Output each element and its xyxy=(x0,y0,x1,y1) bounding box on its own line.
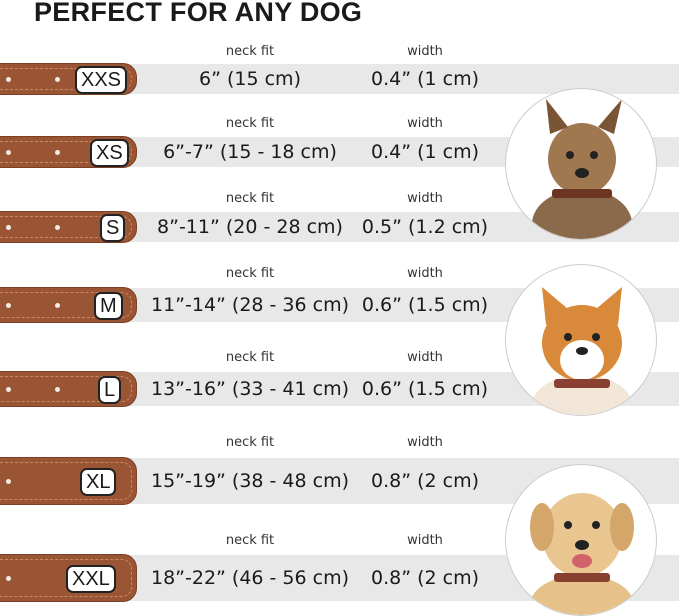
collar-hole xyxy=(6,150,11,155)
neck-fit-value: 13”-16” (33 - 41 cm) xyxy=(150,378,350,400)
collar-graphic xyxy=(0,457,137,505)
width-label: width xyxy=(407,533,443,548)
collar-hole xyxy=(55,225,60,230)
width-value: 0.6” (1.5 cm) xyxy=(361,378,489,400)
width-label: width xyxy=(407,435,443,450)
collar-hole xyxy=(6,77,11,82)
size-tag: XL xyxy=(80,468,117,496)
small-dog-photo xyxy=(505,88,657,240)
corgi-photo xyxy=(505,264,657,416)
size-tag: XXL xyxy=(66,565,116,593)
width-value: 0.4” (1 cm) xyxy=(370,68,480,90)
collar-hole xyxy=(55,387,60,392)
neck-fit-value: 15”-19” (38 - 48 cm) xyxy=(150,470,350,492)
collar-hole xyxy=(6,576,11,581)
neck-fit-value: 6” (15 cm) xyxy=(199,68,301,90)
size-tag: L xyxy=(98,376,122,404)
collar-hole xyxy=(6,479,11,484)
neck-fit-label: neck fit xyxy=(225,116,275,131)
width-label: width xyxy=(407,350,443,365)
page-title: PERFECT FOR ANY DOG xyxy=(34,0,363,27)
neck-fit-value: 11”-14” (28 - 36 cm) xyxy=(150,294,350,316)
neck-fit-value: 8”-11” (20 - 28 cm) xyxy=(157,216,343,238)
neck-fit-label: neck fit xyxy=(225,533,275,548)
width-value: 0.8” (2 cm) xyxy=(370,567,480,589)
width-value: 0.8” (2 cm) xyxy=(370,470,480,492)
labrador-photo xyxy=(505,464,657,616)
width-value: 0.4” (1 cm) xyxy=(370,141,480,163)
width-label: width xyxy=(407,266,443,281)
neck-fit-label: neck fit xyxy=(225,435,275,450)
size-tag: M xyxy=(94,292,123,320)
size-tag: XS xyxy=(90,139,129,167)
width-label: width xyxy=(407,116,443,131)
collar-hole xyxy=(6,303,11,308)
collar-hole xyxy=(55,303,60,308)
collar-hole xyxy=(55,77,60,82)
neck-fit-label: neck fit xyxy=(225,44,275,59)
width-label: width xyxy=(407,191,443,206)
neck-fit-value: 6”-7” (15 - 18 cm) xyxy=(163,141,337,163)
collar-hole xyxy=(55,150,60,155)
neck-fit-label: neck fit xyxy=(225,191,275,206)
collar-hole xyxy=(6,225,11,230)
width-label: width xyxy=(407,44,443,59)
collar-hole xyxy=(6,387,11,392)
size-tag: XXS xyxy=(75,66,128,94)
width-value: 0.5” (1.2 cm) xyxy=(361,216,489,238)
neck-fit-label: neck fit xyxy=(225,350,275,365)
neck-fit-label: neck fit xyxy=(225,266,275,281)
neck-fit-value: 18”-22” (46 - 56 cm) xyxy=(150,567,350,589)
size-tag: S xyxy=(100,214,126,242)
width-value: 0.6” (1.5 cm) xyxy=(361,294,489,316)
